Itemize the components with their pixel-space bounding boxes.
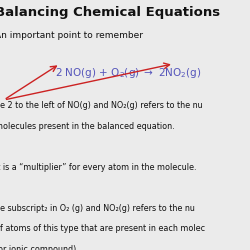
Text: he subscript₂ in O₂ (g) and NO₂(g) refers to the nu: he subscript₂ in O₂ (g) and NO₂(g) refer…	[0, 204, 195, 213]
Text: of atoms of this type that are present in each molec: of atoms of this type that are present i…	[0, 224, 205, 233]
Text: Balancing Chemical Equations: Balancing Chemical Equations	[0, 6, 220, 19]
Text: he 2 to the left of NO(g) and NO₂(g) refers to the nu: he 2 to the left of NO(g) and NO₂(g) ref…	[0, 101, 202, 110]
Text: 2 NO(g) + O$_2$(g) $\rightarrow$ 2NO$_2$(g): 2 NO(g) + O$_2$(g) $\rightarrow$ 2NO$_2$…	[55, 66, 201, 80]
Text: It is a “multiplier” for every atom in the molecule.: It is a “multiplier” for every atom in t…	[0, 163, 196, 172]
Text: An important point to remember: An important point to remember	[0, 31, 143, 40]
Text: (or ionic compound).: (or ionic compound).	[0, 245, 79, 250]
Text: molecules present in the balanced equation.: molecules present in the balanced equati…	[0, 122, 174, 131]
